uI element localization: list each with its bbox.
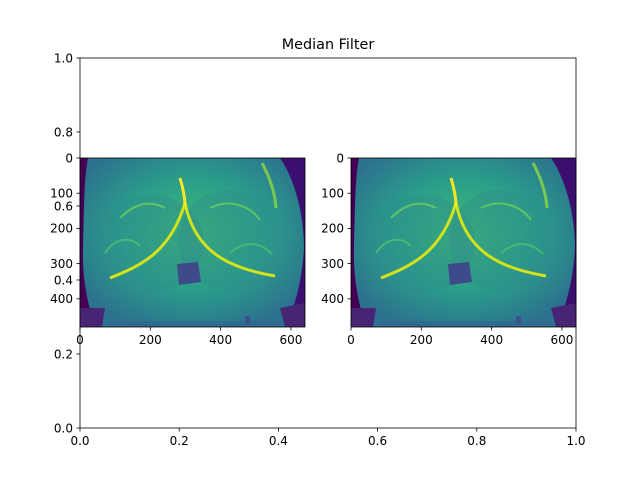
- image-left-y-tick-label-2: 200: [50, 222, 73, 236]
- image-left-x-tick-label-1: 200: [139, 333, 162, 347]
- image-left-x-tick-label-3: 600: [279, 333, 302, 347]
- outer-x-tick-label-5: 1.0: [566, 434, 585, 448]
- image-right-y-tick-label-0: 0: [336, 151, 344, 165]
- outer-y-tick-label-0: 0.0: [54, 421, 73, 435]
- image-right-y-tick-label-1: 100: [321, 187, 344, 201]
- image-right-x-tick-label-3: 600: [550, 333, 573, 347]
- outer-y-tick-label-5: 1.0: [54, 51, 73, 65]
- image-left-ticks: 0 200 400 600 0 100 200 300 400: [50, 151, 302, 347]
- outer-axis-ticks: 0.0 0.2 0.4 0.6 0.8 1.0 0.0 0.2 0.4 0.6 0.8 1.0: [54, 51, 586, 448]
- image-right-y-tick-label-2: 200: [321, 222, 344, 236]
- image-right-ticks: 0 200 400 600 0 100 200 300 400: [321, 151, 573, 347]
- outer-y-tick-label-4: 0.8: [54, 125, 73, 139]
- image-axes-left-frame: [79, 157, 306, 328]
- image-left-y-tick-label-0: 0: [65, 151, 73, 165]
- image-right-y-tick-label-3: 300: [321, 257, 344, 271]
- image-left-y-tick-label-3: 300: [50, 257, 73, 271]
- heatmap-image-right: [351, 158, 576, 327]
- image-axes-right: 0 200 400 600 0 100 200 300 400: [321, 151, 577, 347]
- outer-y-tick-label-3: 0.6: [54, 199, 73, 213]
- image-right-y-tick-label-4: 400: [321, 292, 344, 306]
- outer-x-tick-label-3: 0.6: [368, 434, 387, 448]
- image-right-x-tick-label-2: 400: [480, 333, 503, 347]
- outer-x-tick-label-0: 0.0: [70, 434, 89, 448]
- image-axes-right-frame: [350, 157, 577, 328]
- heatmap-image-left: [80, 158, 305, 327]
- outer-x-tick-label-1: 0.2: [170, 434, 189, 448]
- figure-title: Median Filter: [282, 37, 375, 53]
- outer-y-tick-label-2: 0.4: [54, 273, 73, 287]
- image-right-x-tick-label-0: 0: [347, 333, 355, 347]
- image-left-x-tick-label-0: 0: [76, 333, 84, 347]
- outer-x-tick-label-4: 0.8: [467, 434, 486, 448]
- image-axes-left: 0 200 400 600 0 100 200 300 400: [50, 151, 306, 347]
- outer-axes: Median Filter 0.0 0.2 0.4 0.6 0.8 1.00.00.20.…: [54, 37, 586, 448]
- image-left-y-tick-label-4: 400: [50, 292, 73, 306]
- outer-y-tick-label-1: 0.2: [54, 347, 73, 361]
- image-right-x-tick-label-1: 200: [410, 333, 433, 347]
- outer-x-tick-label-2: 0.4: [269, 434, 288, 448]
- image-left-y-tick-label-1: 100: [50, 187, 73, 201]
- image-left-x-tick-label-2: 400: [209, 333, 232, 347]
